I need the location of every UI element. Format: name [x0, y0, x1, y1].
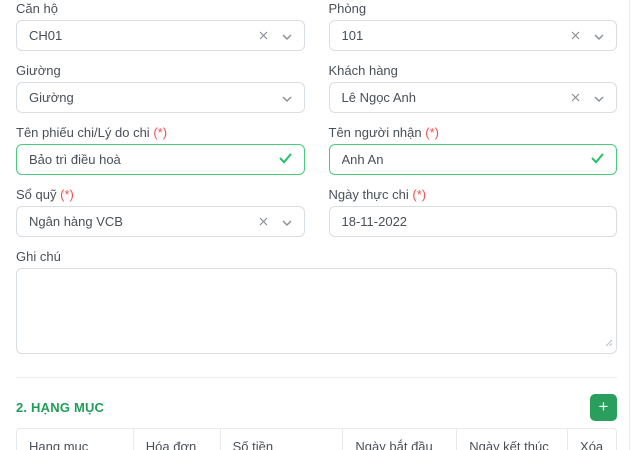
scrollbar-track[interactable] [629, 0, 640, 450]
items-section-title: 2. HẠNG MỤC [16, 400, 105, 415]
field-room: Phòng 101 [328, 0, 618, 51]
apartment-value: CH01 [29, 28, 63, 43]
room-select[interactable]: 101 [328, 20, 617, 51]
col-header-amount: Số tiền [221, 429, 344, 450]
voucher-name-label-text: Tên phiếu chi/Lý do chi [16, 125, 150, 140]
chevron-down-icon [282, 28, 292, 43]
check-icon [591, 152, 604, 167]
voucher-name-value: Bảo trì điều hoà [29, 152, 121, 167]
payment-date-label-text: Ngày thực chi [328, 187, 409, 202]
clear-icon[interactable] [571, 93, 580, 102]
cashbook-select[interactable]: Ngân hàng VCB [16, 206, 305, 237]
room-value: 101 [341, 28, 364, 43]
customer-value: Lê Ngọc Anh [341, 90, 416, 105]
receiver-name-input[interactable]: Anh An [328, 144, 617, 175]
chevron-down-icon [594, 90, 604, 105]
apartment-label-text: Căn hộ [16, 1, 58, 16]
apartment-label: Căn hộ [16, 1, 305, 16]
check-icon [279, 152, 292, 167]
notes-label-text: Ghi chú [16, 249, 61, 264]
chevron-down-icon [594, 28, 604, 43]
col-header-delete: Xóa [568, 429, 616, 450]
required-mark: (*) [412, 187, 427, 202]
required-mark: (*) [425, 125, 439, 140]
bed-select[interactable]: Giường [16, 82, 305, 113]
col-header-delete-text: Xóa [580, 439, 604, 450]
clear-icon[interactable] [259, 31, 268, 40]
field-apartment: Căn hộ CH01 [16, 0, 305, 51]
notes-label: Ghi chú [16, 249, 617, 264]
notes-textarea[interactable] [16, 268, 617, 354]
bed-label-text: Giường [16, 63, 61, 78]
payment-date-input[interactable]: 18-11-2022 [328, 206, 617, 237]
bed-value: Giường [29, 90, 74, 105]
cashbook-label-text: Sổ quỹ [16, 187, 57, 202]
apartment-select[interactable]: CH01 [16, 20, 305, 51]
field-receiver-name: Tên người nhận (*) Anh An [328, 113, 618, 175]
items-table: Hạng mục Hóa đơn Số tiền Ngày bắt đầu Ng… [16, 428, 617, 450]
customer-label: Khách hàng [329, 63, 618, 78]
clear-icon[interactable] [259, 217, 268, 226]
receiver-name-value: Anh An [341, 152, 384, 167]
col-header-start-date: Ngày bắt đầu [343, 429, 458, 450]
field-notes: Ghi chú [16, 249, 617, 354]
voucher-name-input[interactable]: Bảo trì điều hoà [16, 144, 305, 175]
receiver-name-label: Tên người nhận (*) [329, 125, 618, 140]
required-mark: (*) [153, 125, 168, 140]
payment-date-label: Ngày thực chi (*) [329, 187, 618, 202]
required-mark: (*) [60, 187, 74, 202]
col-header-end-date: Ngày kết thúc [457, 429, 569, 450]
field-voucher-name: Tên phiếu chi/Lý do chi (*) Bảo trì điều… [16, 113, 305, 175]
field-customer: Khách hàng Lê Ngọc Anh [328, 51, 618, 113]
receiver-name-label-text: Tên người nhận [328, 125, 422, 140]
items-table-header-row: Hạng mục Hóa đơn Số tiền Ngày bắt đầu Ng… [17, 429, 616, 450]
items-section-header: 2. HẠNG MỤC + [16, 394, 617, 421]
col-header-invoice: Hóa đơn [134, 429, 221, 450]
voucher-name-label: Tên phiếu chi/Lý do chi (*) [16, 125, 305, 140]
customer-select[interactable]: Lê Ngọc Anh [328, 82, 617, 113]
bed-label: Giường [16, 63, 305, 78]
col-header-item: Hạng mục [17, 429, 134, 450]
cashbook-value: Ngân hàng VCB [29, 214, 123, 229]
cashbook-label: Sổ quỹ (*) [16, 187, 305, 202]
section-divider [16, 377, 617, 378]
room-label-text: Phòng [328, 1, 367, 16]
room-label: Phòng [329, 1, 618, 16]
field-payment-date: Ngày thực chi (*) 18-11-2022 [328, 175, 618, 237]
field-bed: Giường Giường [16, 51, 305, 113]
resize-handle-icon[interactable] [605, 335, 613, 350]
payment-date-value: 18-11-2022 [341, 214, 408, 229]
clear-icon[interactable] [571, 31, 580, 40]
add-item-button[interactable]: + [590, 394, 617, 421]
customer-label-text: Khách hàng [328, 63, 398, 78]
field-cashbook: Sổ quỹ (*) Ngân hàng VCB [16, 175, 305, 237]
chevron-down-icon [282, 90, 292, 105]
chevron-down-icon [282, 214, 292, 229]
